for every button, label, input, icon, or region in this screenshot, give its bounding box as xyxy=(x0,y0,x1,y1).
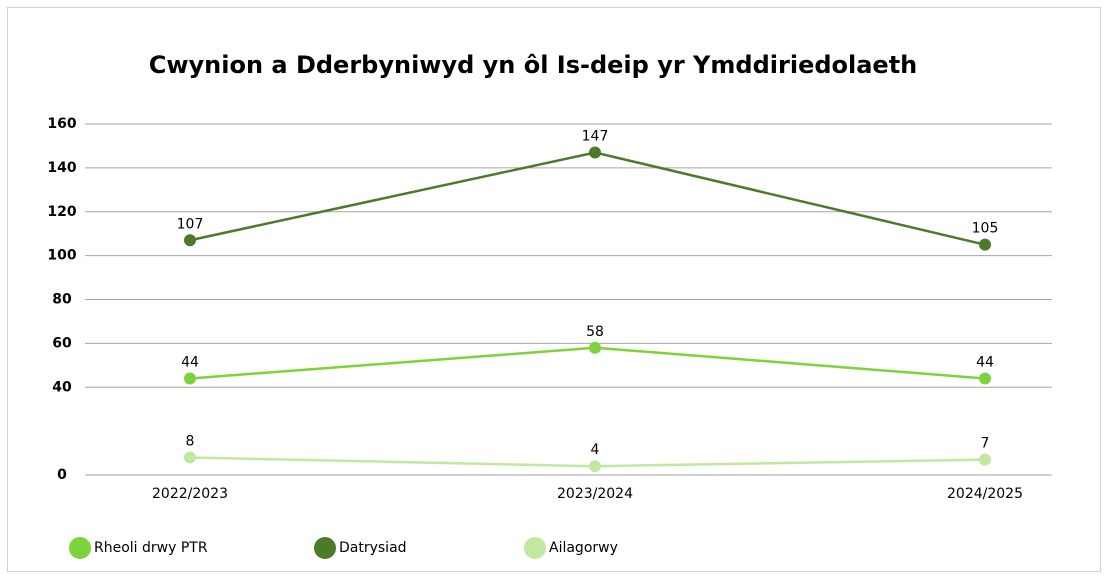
y-tick-label: 0 xyxy=(57,467,67,483)
data-label: 8 xyxy=(186,433,195,449)
data-point xyxy=(979,453,991,466)
x-tick-label: 2024/2025 xyxy=(947,486,1023,502)
data-point xyxy=(184,234,196,247)
data-point xyxy=(184,451,196,464)
data-label: 58 xyxy=(586,324,604,340)
data-label: 147 xyxy=(582,129,609,145)
y-tick-label: 140 xyxy=(47,160,76,176)
y-tick-label: 40 xyxy=(52,379,72,395)
data-point xyxy=(979,372,991,385)
y-tick-label: 60 xyxy=(52,335,72,351)
data-point xyxy=(589,460,601,473)
legend-swatch xyxy=(524,537,546,559)
data-label: 4 xyxy=(591,442,600,458)
data-label: 107 xyxy=(177,216,204,232)
y-tick-label: 80 xyxy=(52,292,72,308)
legend-swatch xyxy=(314,537,336,559)
legend-label: Datrysiad xyxy=(339,540,407,556)
data-label: 44 xyxy=(976,354,994,370)
data-point xyxy=(979,238,991,251)
y-tick-label: 120 xyxy=(47,204,76,220)
legend-swatch xyxy=(69,537,91,559)
data-point xyxy=(184,372,196,385)
chart-title: Cwynion a Dderbyniwyd yn ôl Is-deip yr Y… xyxy=(149,51,918,79)
x-tick-label: 2023/2024 xyxy=(557,486,633,502)
data-label: 7 xyxy=(981,436,990,452)
x-tick-label: 2022/2023 xyxy=(152,486,228,502)
chart-border xyxy=(7,7,1101,572)
y-tick-label: 160 xyxy=(47,116,76,132)
legend-label: Ailagorwy xyxy=(549,540,618,556)
data-label: 105 xyxy=(972,221,999,237)
data-point xyxy=(589,341,601,354)
data-point xyxy=(589,146,601,159)
legend-label: Rheoli drwy PTR xyxy=(94,540,208,556)
y-tick-label: 100 xyxy=(47,248,76,264)
data-label: 44 xyxy=(181,354,199,370)
